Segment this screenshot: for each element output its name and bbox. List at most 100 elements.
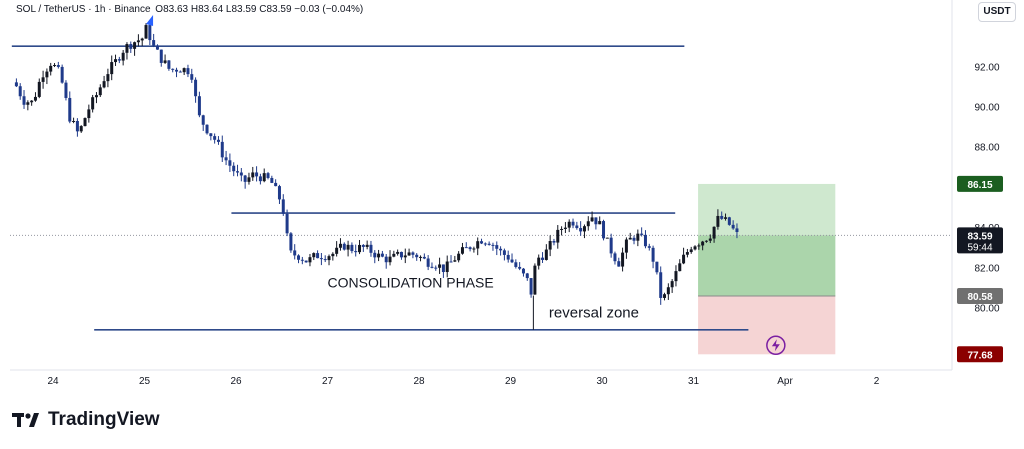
candle-down	[14, 82, 18, 87]
candle-up	[701, 241, 705, 246]
candle-up	[45, 71, 49, 78]
candle-up	[94, 95, 98, 98]
symbol-title[interactable]: SOL / TetherUS · 1h · Binance	[16, 4, 151, 15]
candle-down	[205, 124, 209, 134]
candle-up	[335, 247, 339, 254]
x-tick-label: 31	[688, 376, 700, 387]
candle-down	[243, 175, 247, 182]
candle-up	[377, 253, 381, 258]
candle-down	[342, 243, 346, 250]
candle-up	[716, 215, 720, 227]
candle-up	[91, 97, 95, 110]
candle-up	[582, 226, 586, 232]
ohlc-readout: O83.63 H83.64 L83.59 C83.59 −0.03 (−0.04…	[155, 4, 364, 15]
candle-down	[167, 60, 171, 69]
x-tick-label: 25	[139, 376, 151, 387]
target-price-badge: 86.15	[967, 180, 992, 191]
candle-down	[213, 136, 217, 140]
candle-up	[79, 126, 83, 132]
candle-up	[605, 237, 609, 239]
last-price-badge-bg	[957, 227, 1003, 254]
candle-up	[365, 244, 369, 247]
lightning-icon-bolt	[771, 339, 780, 352]
candle-down	[521, 268, 525, 274]
candle-down	[434, 267, 438, 269]
candle-up	[403, 255, 407, 258]
candle-down	[22, 96, 26, 105]
candle-up	[621, 252, 625, 267]
candle-up	[682, 254, 686, 264]
candle-down	[510, 259, 514, 263]
candle-up	[396, 251, 400, 254]
candle-up	[724, 217, 728, 219]
candle-up	[87, 109, 91, 119]
candle-up	[136, 40, 140, 43]
last-price-badge: 83.59	[967, 231, 992, 242]
x-tick-label: Apr	[777, 376, 793, 387]
candle-down	[178, 71, 182, 73]
candle-down	[117, 59, 121, 61]
candle-down	[525, 273, 529, 279]
candle-up	[712, 226, 716, 239]
candle-down	[380, 253, 384, 257]
candle-up	[327, 256, 331, 261]
candle-down	[216, 139, 220, 142]
candle-up	[556, 229, 560, 243]
tradingview-logo: TradingView	[12, 409, 160, 431]
candle-down	[129, 44, 133, 49]
candle-down	[323, 259, 327, 261]
candle-up	[697, 245, 701, 247]
candle-down	[411, 252, 415, 255]
candle-down	[369, 244, 373, 253]
y-tick-label: 92.00	[974, 62, 999, 73]
candle-up	[704, 240, 708, 242]
candle-down	[483, 243, 487, 245]
candle-down	[224, 157, 228, 161]
candle-up	[144, 25, 148, 39]
candle-up	[598, 221, 602, 225]
x-tick-label: 2	[874, 376, 880, 387]
candle-up	[98, 87, 102, 96]
candle-up	[106, 74, 110, 82]
candle-up	[392, 253, 396, 257]
last-price-badge-countdown: 59:44	[967, 242, 992, 253]
target-price-badge-bg	[957, 175, 1003, 192]
candle-down	[190, 74, 194, 80]
x-tick-label: 26	[230, 376, 242, 387]
y-tick-label: 82.00	[974, 263, 999, 274]
candle-down	[422, 256, 426, 259]
candle-down	[731, 224, 735, 229]
candle-up	[30, 100, 34, 103]
candle-up	[460, 247, 464, 254]
candle-down	[281, 199, 285, 214]
candle-up	[419, 256, 423, 258]
candle-up	[457, 253, 461, 261]
candle-down	[727, 217, 731, 225]
candle-down	[236, 171, 240, 173]
candle-down	[575, 225, 579, 229]
candle-down	[354, 251, 358, 253]
candle-down	[384, 256, 388, 263]
candle-up	[636, 233, 640, 241]
currency-button[interactable]: USDT	[978, 2, 1016, 22]
candle-up	[453, 260, 457, 262]
symbol-header: SOL / TetherUS · 1h · Binance O83.63 H83…	[16, 4, 365, 15]
profit-zone	[698, 183, 836, 296]
candle-down	[316, 253, 320, 259]
candle-up	[102, 81, 106, 88]
candle-down	[430, 266, 434, 268]
candle-up	[586, 221, 590, 227]
consolidation-label: CONSOLIDATION PHASE	[328, 275, 494, 291]
candle-down	[319, 258, 323, 260]
candle-up	[678, 263, 682, 272]
candle-up	[26, 102, 30, 105]
candle-down	[194, 79, 198, 97]
candle-up	[674, 271, 678, 282]
candle-down	[464, 247, 468, 249]
x-tick-label: 30	[596, 376, 608, 387]
candle-down	[579, 228, 583, 232]
candle-up	[670, 281, 674, 288]
candle-up	[476, 241, 480, 249]
